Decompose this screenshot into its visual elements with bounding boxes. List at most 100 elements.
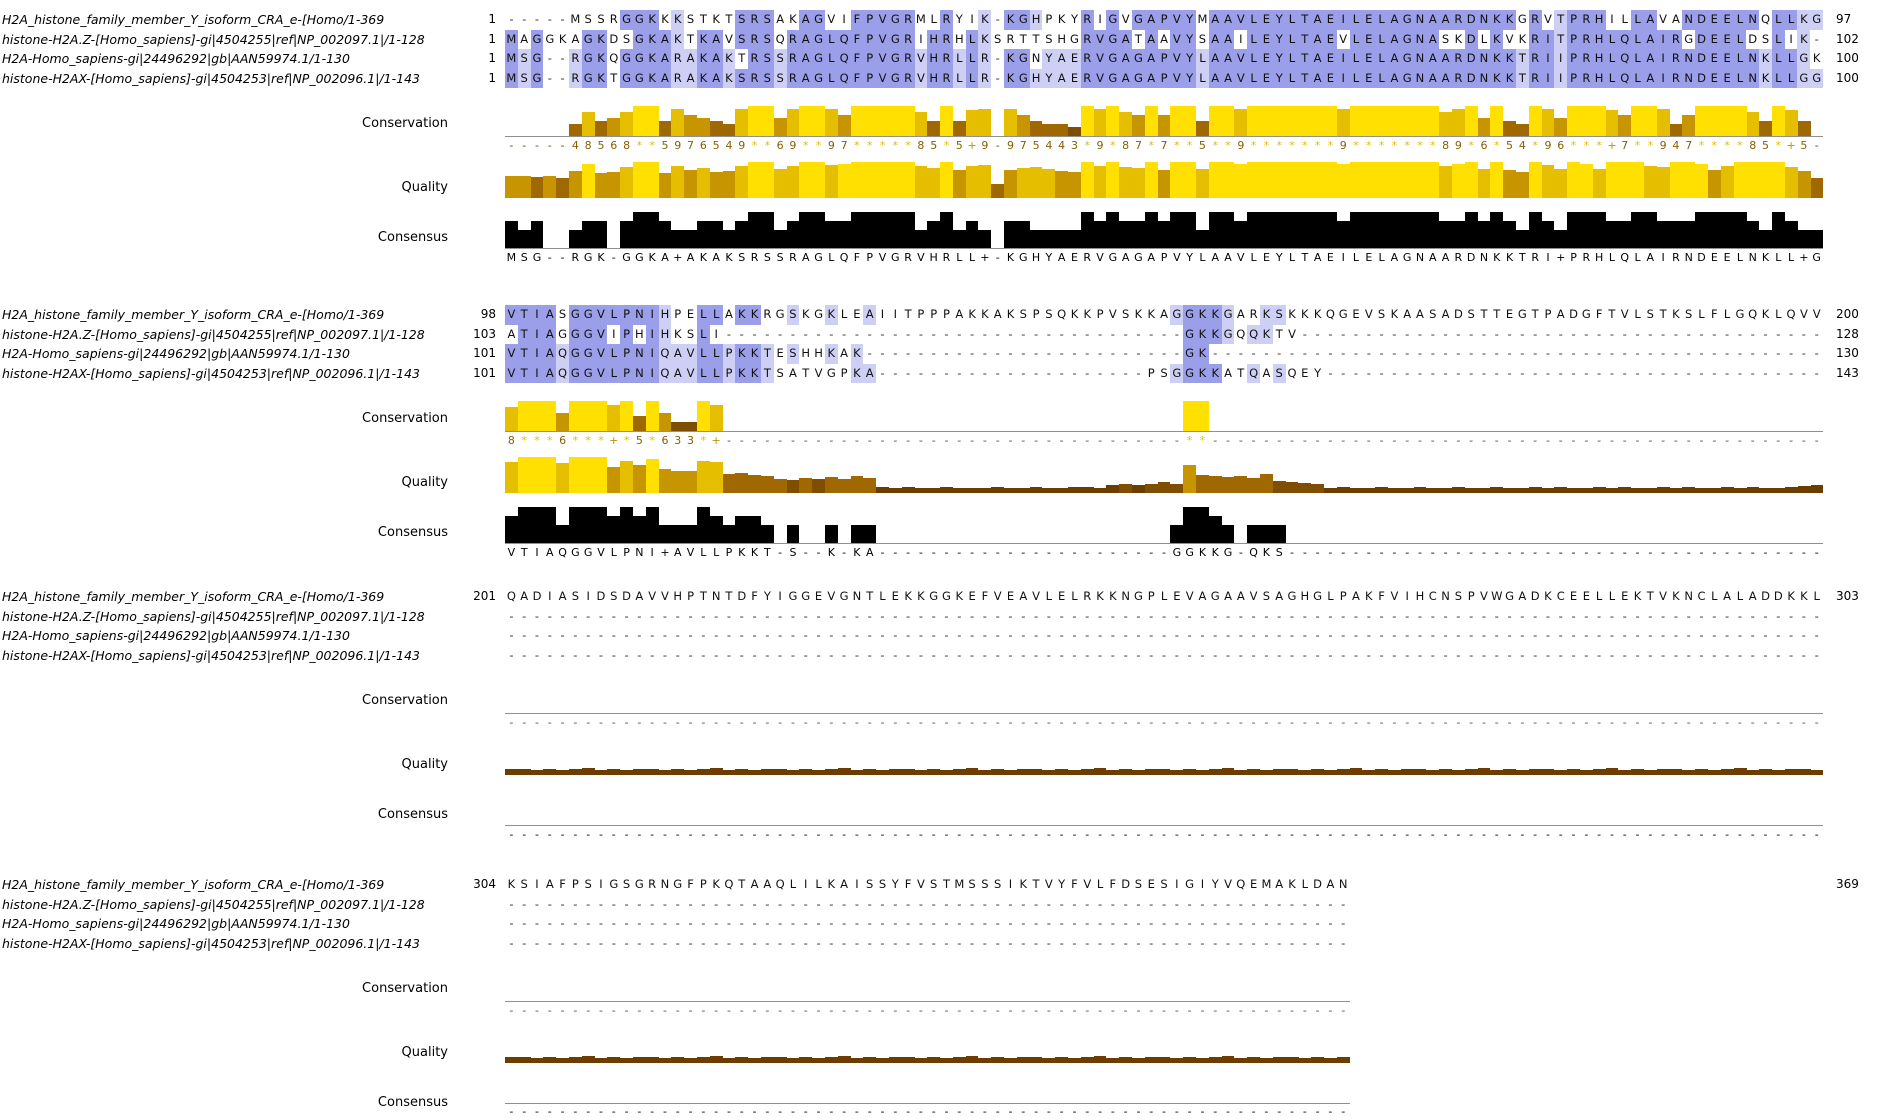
end-residue-number: 102 xyxy=(1836,31,1859,46)
start-residue-number xyxy=(448,646,496,666)
consensus-sequence: M S G - - R G K - G G K A + A K A K S R S S R A G L Q F P V G R V H R L L + - K… xyxy=(506,251,1821,264)
sequence-cells[interactable]: ----------------------------------------… xyxy=(509,628,1819,642)
sequence-row: H2A-Homo_sapiens-gi|24496292|gb|AAN59974… xyxy=(0,344,1878,364)
sequence-label: histone-H2A.Z-[Homo_sapiens]-gi|4504255|… xyxy=(2,896,425,912)
sequence-label: H2A_histone_family_member_Y_isoform_CRA_… xyxy=(2,12,385,27)
start-residue-number: 101 xyxy=(473,365,496,380)
sequence-label: H2A_histone_family_member_Y_isoform_CRA_… xyxy=(2,589,385,604)
sequence-row: H2A_histone_family_member_Y_isoform_CRA_… xyxy=(0,10,1878,30)
sequence-label: histone-H2A.Z-[Homo_sapiens]-gi|4504255|… xyxy=(2,608,425,624)
consensus-sequence: ----------------------------------------… xyxy=(509,828,1819,841)
sequence-row: H2A-Homo_sapiens-gi|24496292|gb|AAN59974… xyxy=(0,49,1878,69)
sequence-label: H2A-Homo_sapiens-gi|24496292|gb|AAN59974… xyxy=(2,916,350,931)
consensus-histogram xyxy=(505,507,1824,544)
end-residue-number xyxy=(1836,914,1878,934)
start-residue-number: 98 xyxy=(480,307,496,321)
sequence-row: histone-H2A.Z-[Homo_sapiens]-gi|4504255|… xyxy=(0,895,1878,915)
conservation-track-label: Conservation xyxy=(362,116,448,131)
conservation-histogram xyxy=(505,683,1824,714)
end-residue-number xyxy=(1836,895,1878,915)
end-residue-number: 143 xyxy=(1836,365,1859,380)
sequence-cells[interactable]: ----------------------------------------… xyxy=(509,896,1346,911)
quality-histogram xyxy=(505,162,1824,198)
start-residue-number xyxy=(448,914,496,934)
start-residue-number: 1 xyxy=(488,31,496,46)
conservation-track-label: Conservation xyxy=(362,981,448,996)
sequence-label: histone-H2AX-[Homo_sapiens]-gi|4504253|r… xyxy=(2,365,420,381)
start-residue-number: 304 xyxy=(473,877,496,891)
sequence-cells[interactable]: ----------------------------------------… xyxy=(509,935,1346,950)
sequence-row: histone-H2A.Z-[Homo_sapiens]-gi|4504255|… xyxy=(0,607,1878,627)
start-residue-number: 1 xyxy=(488,51,496,65)
end-residue-number xyxy=(1836,607,1878,627)
start-residue-number xyxy=(448,626,496,646)
quality-track-label: Quality xyxy=(401,180,448,195)
conservation-histogram xyxy=(505,106,1824,137)
start-residue-number xyxy=(448,934,496,954)
start-residue-number: 1 xyxy=(488,12,496,26)
sequence-label: H2A_histone_family_member_Y_isoform_CRA_… xyxy=(2,877,385,892)
end-residue-number: 369 xyxy=(1836,877,1859,891)
sequence-row: histone-H2A.Z-[Homo_sapiens]-gi|4504255|… xyxy=(0,29,1878,49)
sequence-row: H2A_histone_family_member_Y_isoform_CRA_… xyxy=(0,875,1878,895)
consensus-track-label: Consensus xyxy=(377,1095,448,1110)
conservation-values: 8 * * * 6 * * * + * 5 * 6 3 3 * + - - - - - - - - - - - - - - - - - - - - - - -… xyxy=(507,434,1819,447)
end-residue-number xyxy=(1836,626,1878,646)
end-residue-number: 97 xyxy=(1836,12,1852,26)
start-residue-number xyxy=(448,607,496,627)
consensus-histogram xyxy=(505,789,1824,826)
sequence-label: histone-H2AX-[Homo_sapiens]-gi|4504253|r… xyxy=(2,935,420,951)
sequence-row: H2A_histone_family_member_Y_isoform_CRA_… xyxy=(0,305,1878,325)
consensus-histogram xyxy=(505,1077,1350,1104)
sequence-row: histone-H2AX-[Homo_sapiens]-gi|4504253|r… xyxy=(0,68,1878,88)
conservation-histogram xyxy=(505,401,1824,432)
start-residue-number xyxy=(448,895,496,915)
sequence-label: H2A-Homo_sapiens-gi|24496292|gb|AAN59974… xyxy=(2,628,350,643)
sequence-label: histone-H2AX-[Homo_sapiens]-gi|4504253|r… xyxy=(2,70,420,86)
quality-track-label: Quality xyxy=(401,1045,448,1060)
sequence-label: H2A_histone_family_member_Y_isoform_CRA_… xyxy=(2,307,385,322)
consensus-histogram xyxy=(505,212,1824,249)
end-residue-number: 200 xyxy=(1836,307,1859,321)
sequence-row: histone-H2A.Z-[Homo_sapiens]-gi|4504255|… xyxy=(0,324,1878,344)
consensus-track-label: Consensus xyxy=(377,230,448,245)
sequence-cells[interactable]: ----------------------------------------… xyxy=(509,916,1346,930)
start-residue-number: 1 xyxy=(488,70,496,85)
sequence-row: histone-H2AX-[Homo_sapiens]-gi|4504253|r… xyxy=(0,646,1878,666)
end-residue-number: 303 xyxy=(1836,589,1859,603)
sequence-cells[interactable]: ----------------------------------------… xyxy=(509,608,1819,623)
conservation-track-label: Conservation xyxy=(362,693,448,708)
conservation-values: ----------------------------------------… xyxy=(509,1004,1346,1017)
conservation-track-label: Conservation xyxy=(362,411,448,426)
sequence-row: histone-H2AX-[Homo_sapiens]-gi|4504253|r… xyxy=(0,363,1878,383)
sequence-label: H2A-Homo_sapiens-gi|24496292|gb|AAN59974… xyxy=(2,346,350,361)
end-residue-number: 130 xyxy=(1836,346,1859,360)
sequence-label: histone-H2A.Z-[Homo_sapiens]-gi|4504255|… xyxy=(2,326,425,342)
quality-histogram xyxy=(505,1027,1350,1063)
sequence-label: histone-H2AX-[Homo_sapiens]-gi|4504253|r… xyxy=(2,647,420,663)
quality-track-label: Quality xyxy=(401,475,448,490)
conservation-values: ----------------------------------------… xyxy=(509,716,1819,729)
quality-histogram xyxy=(505,739,1824,775)
start-residue-number: 103 xyxy=(473,326,496,341)
end-residue-number: 128 xyxy=(1836,326,1859,341)
end-residue-number: 100 xyxy=(1836,70,1859,85)
sequence-row: H2A-Homo_sapiens-gi|24496292|gb|AAN59974… xyxy=(0,626,1878,646)
sequence-label: H2A-Homo_sapiens-gi|24496292|gb|AAN59974… xyxy=(2,51,350,66)
sequence-cells[interactable]: ----------------------------------------… xyxy=(509,647,1819,662)
sequence-row: H2A_histone_family_member_Y_isoform_CRA_… xyxy=(0,587,1878,607)
conservation-values: - - - - -4 8 5 6 8 * * 5 9 7 6 5 4 9 * * 6 9 * * 9 7 * * * * * 8 5 * 5 +9-9… xyxy=(509,139,1819,152)
start-residue-number: 101 xyxy=(473,346,496,360)
consensus-track-label: Consensus xyxy=(377,525,448,540)
